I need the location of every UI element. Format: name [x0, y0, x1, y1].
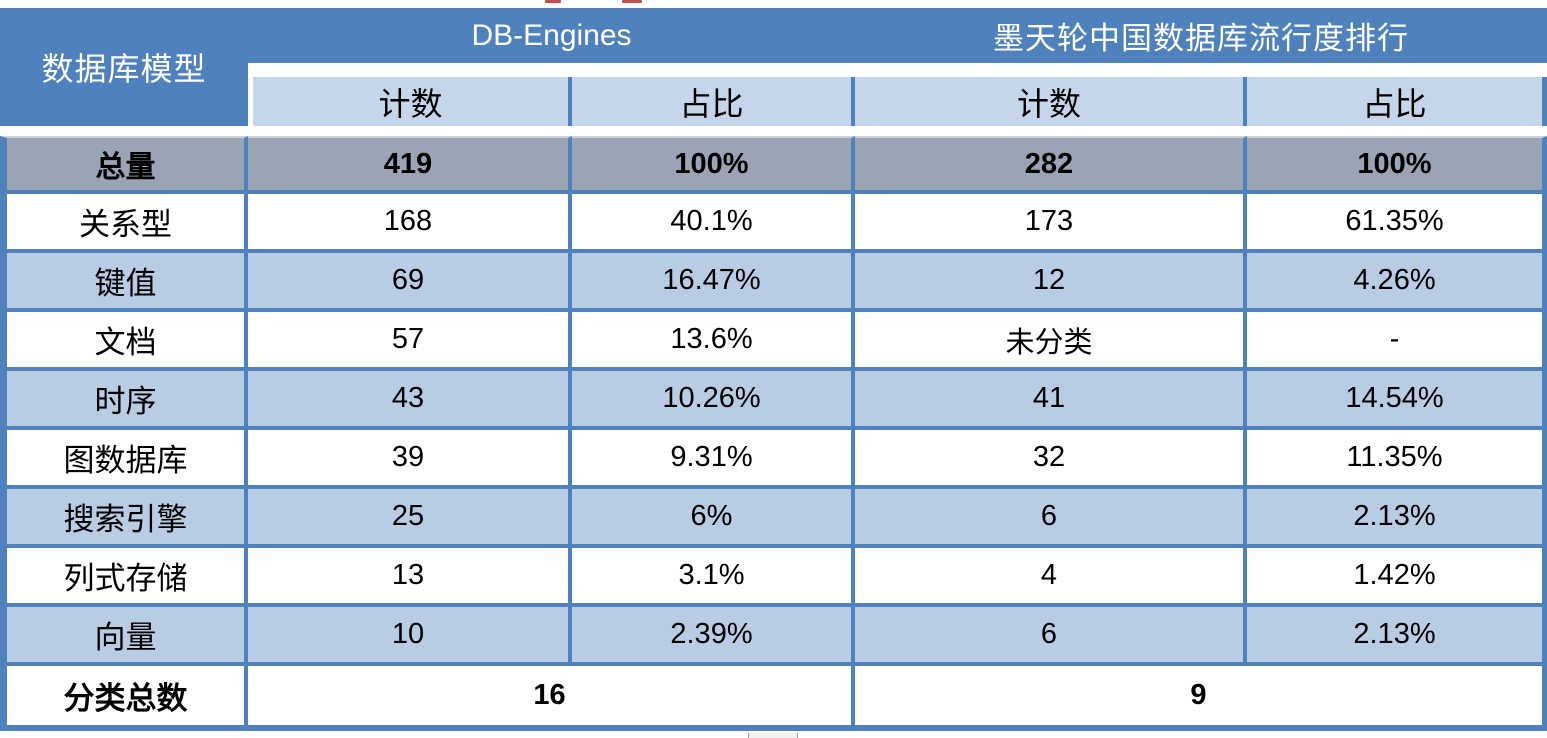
- cell-value: 61.35%: [1247, 194, 1547, 249]
- cell-value: 43: [248, 371, 572, 426]
- red-underline-fragment: [545, 0, 561, 3]
- cell-value: 40.1%: [572, 194, 855, 249]
- row-label: 图数据库: [0, 430, 248, 485]
- cell-value: 57: [248, 312, 572, 367]
- cell-value: 13: [248, 548, 572, 603]
- cell-value: 6: [855, 607, 1247, 662]
- header-gap: [0, 63, 1547, 77]
- cell-value: 39: [248, 430, 572, 485]
- cell-value: 282: [855, 136, 1247, 190]
- table-row: 列式存储 13 3.1% 4 1.42%: [0, 548, 1547, 607]
- table-row: 文档 57 13.6% 未分类 -: [0, 312, 1547, 371]
- cell-value: 100%: [572, 136, 855, 190]
- row-label: 关系型: [0, 194, 248, 249]
- group-header-db-engines: DB-Engines: [471, 18, 632, 52]
- table-row: 关系型 168 40.1% 173 61.35%: [0, 194, 1547, 253]
- table-row: 时序 43 10.26% 41 14.54%: [0, 371, 1547, 430]
- cell-value: 10: [248, 607, 572, 662]
- row-label: 时序: [0, 371, 248, 426]
- cell-value: 12: [855, 253, 1247, 308]
- cell-value-mtl-total-categories: 9: [855, 666, 1547, 725]
- row-label: 分类总数: [0, 666, 248, 725]
- cell-value: -: [1247, 312, 1547, 367]
- sub-header-share-mtl: 占比: [1247, 77, 1547, 126]
- database-model-comparison-table: DB-Engines 墨天轮中国数据库流行度排行 数据库模型 计数 占比 计数 …: [0, 8, 1547, 731]
- header-gap: [0, 126, 1547, 136]
- cell-value: 2.13%: [1247, 489, 1547, 544]
- cell-value: 16.47%: [572, 253, 855, 308]
- table-row: 向量 10 2.39% 6 2.13%: [0, 607, 1547, 666]
- table-row: 搜索引擎 25 6% 6 2.13%: [0, 489, 1547, 548]
- cell-value: 41: [855, 371, 1247, 426]
- cell-value: 1.42%: [1247, 548, 1547, 603]
- row-label: 列式存储: [0, 548, 248, 603]
- table-row-total: 总量 419 100% 282 100%: [0, 136, 1547, 194]
- cell-value: 9.31%: [572, 430, 855, 485]
- cell-value: 13.6%: [572, 312, 855, 367]
- cell-value: 3.1%: [572, 548, 855, 603]
- row-label: 搜索引擎: [0, 489, 248, 544]
- sub-header-share-db: 占比: [572, 77, 855, 126]
- cell-value: 6: [855, 489, 1247, 544]
- corner-header-database-model: 数据库模型: [0, 8, 248, 126]
- cell-value: 2.13%: [1247, 607, 1547, 662]
- cell-value: 6%: [572, 489, 855, 544]
- group-header-row: DB-Engines 墨天轮中国数据库流行度排行: [0, 8, 1547, 63]
- cell-value: 4.26%: [1247, 253, 1547, 308]
- cell-value: 168: [248, 194, 572, 249]
- cell-value: 11.35%: [1247, 430, 1547, 485]
- cell-value: 100%: [1247, 136, 1547, 190]
- table-row: 键值 69 16.47% 12 4.26%: [0, 253, 1547, 312]
- table-row: 图数据库 39 9.31% 32 11.35%: [0, 430, 1547, 489]
- cropped-scrollbar-fragment: [748, 733, 798, 738]
- cell-value: 4: [855, 548, 1247, 603]
- cell-value: 69: [248, 253, 572, 308]
- cell-value: 未分类: [855, 312, 1247, 367]
- row-label: 文档: [0, 312, 248, 367]
- cell-value: 32: [855, 430, 1247, 485]
- cell-value: 10.26%: [572, 371, 855, 426]
- cell-value: 173: [855, 194, 1247, 249]
- cell-value: 419: [248, 136, 572, 190]
- table-row-category-total: 分类总数 16 9: [0, 666, 1547, 731]
- cell-value: 2.39%: [572, 607, 855, 662]
- row-label: 键值: [0, 253, 248, 308]
- cell-value: 14.54%: [1247, 371, 1547, 426]
- group-header-motianlun: 墨天轮中国数据库流行度排行: [993, 21, 1409, 56]
- cell-value: 25: [248, 489, 572, 544]
- cell-value-db-total-categories: 16: [248, 666, 855, 725]
- row-label: 总量: [0, 136, 248, 190]
- sub-header-count-db: 计数: [248, 77, 572, 126]
- red-underline-fragment: [622, 0, 642, 3]
- row-label: 向量: [0, 607, 248, 662]
- cropped-text-artifact-top: [0, 0, 1547, 8]
- sub-header-count-mtl: 计数: [855, 77, 1247, 126]
